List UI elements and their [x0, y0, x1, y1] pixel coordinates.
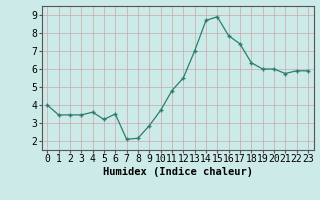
X-axis label: Humidex (Indice chaleur): Humidex (Indice chaleur): [103, 167, 252, 177]
